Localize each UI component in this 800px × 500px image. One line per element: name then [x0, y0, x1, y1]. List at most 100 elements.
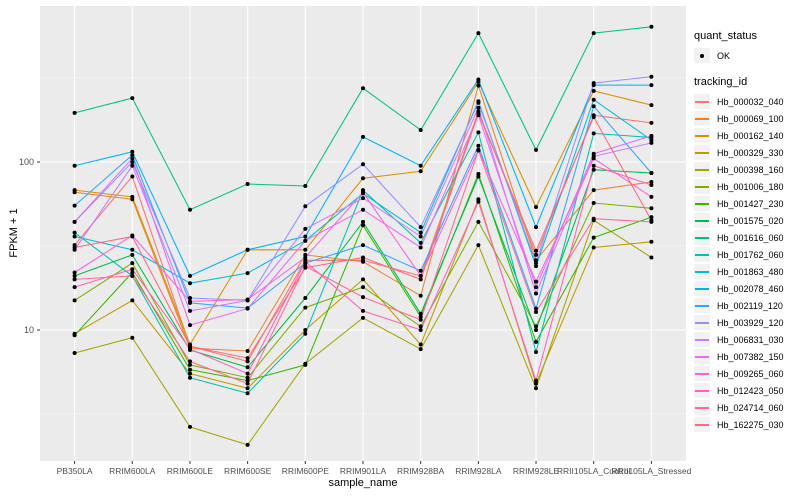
legend-item-label: Hb_003929_120: [717, 317, 784, 328]
legend-line-swatch: [695, 423, 709, 426]
data-point: [591, 151, 596, 156]
data-point: [476, 130, 481, 135]
legend-item-label: Hb_001863_480: [717, 266, 784, 277]
legend-item: Hb_000162_140: [694, 127, 800, 144]
x-tick-label: RRII105LA_Stressed: [611, 466, 691, 476]
legend-line-swatch: [695, 202, 709, 205]
legend-item: Hb_001762_060: [694, 246, 800, 263]
data-point: [303, 226, 308, 231]
data-point: [418, 230, 423, 235]
data-point: [72, 351, 77, 355]
data-point: [649, 120, 654, 125]
black-point-icon: [700, 53, 704, 58]
data-point: [534, 339, 538, 344]
legend-key-box: [694, 48, 710, 63]
data-point: [245, 247, 250, 252]
data-point: [72, 270, 77, 275]
data-point: [130, 273, 135, 278]
data-point: [591, 81, 596, 86]
data-point: [130, 335, 135, 340]
data-point: [534, 285, 538, 290]
legend-item-ok: OK: [694, 47, 800, 64]
data-point: [649, 215, 654, 220]
legend-line-swatch: [695, 338, 709, 341]
data-point: [72, 273, 77, 278]
data-point: [591, 216, 596, 221]
legend-line-swatch: [695, 321, 709, 324]
data-point: [649, 239, 654, 244]
data-point: [534, 306, 538, 311]
legend-item-label: Hb_000329_330: [717, 147, 784, 158]
data-point: [72, 203, 77, 208]
legend-key-box: [694, 94, 710, 109]
legend-key-box: [694, 111, 710, 126]
data-point: [245, 442, 250, 447]
data-point: [418, 342, 423, 347]
data-point: [188, 424, 192, 429]
legend-item: Hb_000032_040: [694, 93, 800, 110]
data-point: [130, 247, 135, 252]
legend-line-swatch: [695, 287, 709, 290]
data-point: [418, 225, 423, 230]
legend-key-box: [694, 332, 710, 347]
data-point: [361, 219, 365, 224]
data-point: [303, 362, 308, 367]
data-point: [476, 83, 481, 88]
data-point: [534, 205, 538, 209]
data-point: [476, 77, 481, 82]
data-point: [245, 306, 250, 311]
legend-item-label: Hb_001006_180: [717, 181, 784, 192]
legend-tracking-items: Hb_000032_040 Hb_000069_100 Hb_000162_140 H…: [694, 93, 800, 433]
data-point: [649, 24, 654, 29]
legend-key-box: [694, 145, 710, 160]
data-point: [591, 201, 596, 205]
data-point: [130, 298, 135, 303]
data-point: [591, 131, 596, 136]
data-point: [591, 88, 596, 93]
data-point: [476, 100, 481, 105]
data-point: [245, 349, 250, 353]
data-point: [303, 265, 308, 270]
data-point: [418, 245, 423, 250]
legend-item: Hb_007382_150: [694, 348, 800, 365]
data-point: [361, 277, 365, 282]
data-point: [72, 230, 77, 235]
legend-title-quant-status: quant_status: [694, 30, 757, 42]
data-point: [534, 248, 538, 253]
data-point: [591, 245, 596, 250]
data-point: [418, 311, 423, 316]
legend-line-swatch: [695, 151, 709, 154]
legend-item: Hb_001427_230: [694, 195, 800, 212]
legend-item: Hb_000329_330: [694, 144, 800, 161]
legend-key-box: [694, 400, 710, 415]
x-tick-label: RRIM928LE: [513, 466, 560, 476]
legend-line-swatch: [695, 134, 709, 137]
legend-item-label: Hb_162275_030: [717, 419, 784, 430]
data-point: [72, 333, 77, 338]
data-point: [72, 245, 77, 250]
legend-item: Hb_001616_060: [694, 229, 800, 246]
data-point: [130, 174, 135, 179]
data-point: [72, 298, 77, 303]
data-point: [245, 365, 250, 370]
data-point: [591, 188, 596, 193]
data-point: [303, 331, 308, 336]
x-tick-label: RRIM600PE: [282, 466, 330, 476]
data-point: [245, 297, 250, 302]
data-point: [534, 324, 538, 329]
data-point: [476, 111, 481, 116]
legend-line-swatch: [695, 270, 709, 273]
data-point: [534, 381, 538, 386]
data-point: [245, 359, 250, 364]
legend-item-label: Hb_007382_150: [717, 351, 784, 362]
data-point: [649, 206, 654, 211]
data-point: [130, 149, 135, 154]
legend-item: Hb_001863_480: [694, 263, 800, 280]
legend-key-box: [694, 315, 710, 330]
data-point: [303, 204, 308, 209]
data-point: [418, 234, 423, 239]
legend-item: Hb_162275_030: [694, 416, 800, 433]
legend-line-swatch: [695, 389, 709, 392]
data-point: [245, 371, 250, 376]
